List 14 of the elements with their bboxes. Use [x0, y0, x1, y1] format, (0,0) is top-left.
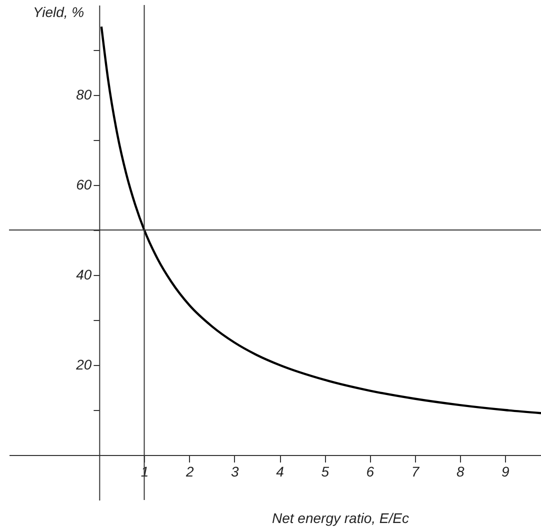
x-tick-label: 5	[321, 464, 330, 480]
y-tick-label: 60	[76, 176, 92, 192]
x-tick-label: 3	[231, 464, 240, 480]
y-tick-label: 40	[76, 266, 92, 282]
x-tick-label: 6	[366, 464, 374, 480]
y-tick-label: 80	[76, 86, 92, 102]
x-axis-title: Net energy ratio, E/Ec	[272, 510, 409, 526]
y-axis-title: Yield, %	[33, 4, 84, 20]
x-tick-label: 8	[456, 464, 464, 480]
x-tick-label: 2	[184, 464, 194, 480]
x-tick-label: 4	[276, 464, 284, 480]
x-tick-label: 9	[502, 464, 510, 480]
y-tick-label: 20	[75, 356, 92, 372]
x-tick-label: 7	[411, 464, 420, 480]
